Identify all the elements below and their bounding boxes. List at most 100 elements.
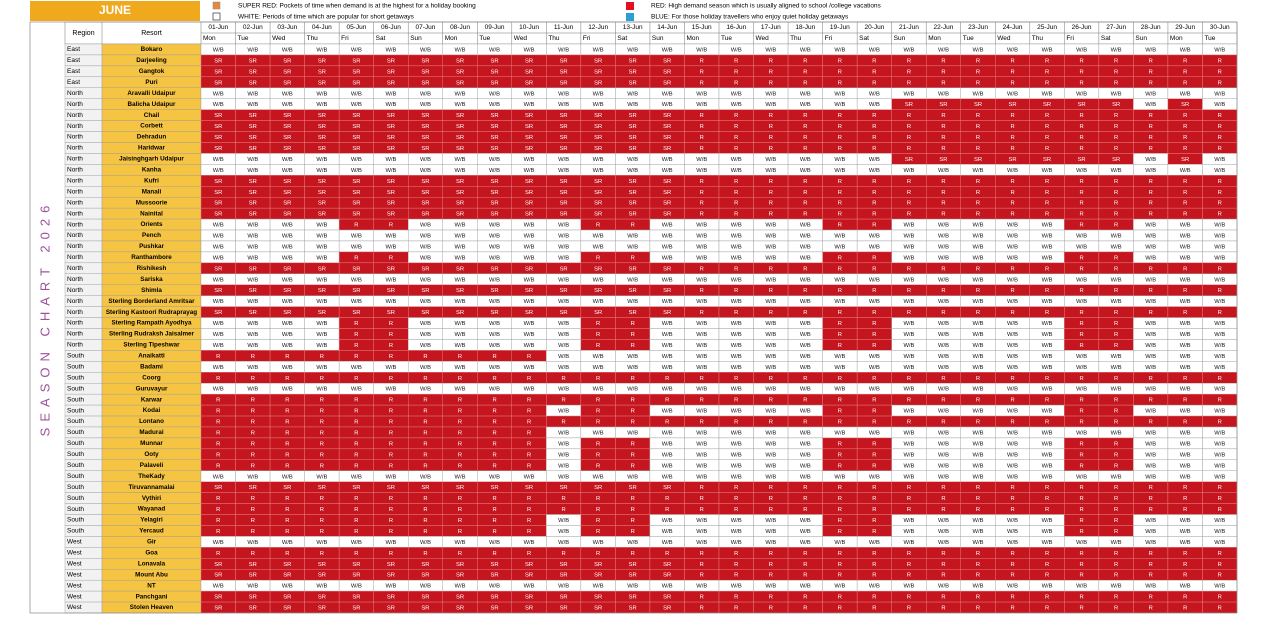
day-value: W/B: [282, 102, 293, 108]
day-value: W/B: [489, 387, 500, 393]
day-value: SR: [318, 595, 326, 601]
day-value: SR: [421, 212, 429, 218]
day-value: W/B: [558, 474, 569, 480]
day-value: SR: [387, 190, 395, 196]
day-value: R: [1010, 573, 1014, 579]
day-value: R: [1010, 420, 1014, 426]
day-value: W/B: [1214, 168, 1225, 174]
day-value: W/B: [903, 299, 914, 305]
day-value: R: [1114, 80, 1118, 86]
day-value: R: [976, 595, 980, 601]
day-value: W/B: [834, 157, 845, 163]
day-value: W/B: [627, 430, 638, 436]
day-value: R: [838, 518, 842, 524]
day-value: R: [838, 58, 842, 64]
day-value: W/B: [1214, 102, 1225, 108]
day-value: W/B: [1180, 354, 1191, 360]
day-value: W/B: [834, 365, 845, 371]
weekday-header: Thu: [1032, 35, 1044, 42]
day-value: R: [734, 179, 738, 185]
day-value: R: [631, 420, 635, 426]
day-value: R: [423, 518, 427, 524]
day-value: W/B: [973, 540, 984, 546]
resort-label: Anaikatti: [138, 353, 165, 360]
day-value: R: [1010, 58, 1014, 64]
region-label: North: [67, 309, 83, 316]
region-label: South: [67, 451, 84, 458]
day-value: W/B: [1214, 529, 1225, 535]
day-value: R: [354, 463, 358, 469]
day-value: R: [769, 420, 773, 426]
day-value: W/B: [1180, 277, 1191, 283]
day-value: W/B: [385, 584, 396, 590]
day-value: W/B: [524, 321, 535, 327]
day-value: R: [631, 507, 635, 513]
day-value: W/B: [938, 48, 949, 54]
day-value: W/B: [800, 299, 811, 305]
day-value: W/B: [420, 102, 431, 108]
day-value: W/B: [247, 48, 258, 54]
day-value: R: [1183, 179, 1187, 185]
day-value: W/B: [627, 234, 638, 240]
day-value: SR: [214, 179, 222, 185]
day-value: R: [631, 529, 635, 535]
day-value: R: [1149, 266, 1153, 272]
day-value: R: [1183, 573, 1187, 579]
day-value: W/B: [765, 48, 776, 54]
day-value: W/B: [765, 157, 776, 163]
day-value: R: [803, 179, 807, 185]
day-value: R: [1149, 606, 1153, 612]
day-value: R: [872, 343, 876, 349]
day-value: W/B: [1042, 168, 1053, 174]
day-value: R: [907, 288, 911, 294]
day-value: R: [700, 179, 704, 185]
day-value: W/B: [420, 540, 431, 546]
date-header: 10-Jun: [519, 24, 539, 31]
day-value: W/B: [1042, 430, 1053, 436]
day-value: R: [423, 441, 427, 447]
day-value: R: [700, 562, 704, 568]
resort-label: Sterling Rampath Ayodhya: [111, 320, 192, 327]
day-value: SR: [525, 595, 533, 601]
day-value: W/B: [558, 409, 569, 415]
day-value: SR: [318, 266, 326, 272]
day-value: R: [872, 496, 876, 502]
day-value: W/B: [316, 584, 327, 590]
day-value: W/B: [282, 48, 293, 54]
day-value: W/B: [800, 91, 811, 97]
day-value: W/B: [420, 244, 431, 250]
day-value: W/B: [593, 48, 604, 54]
day-value: W/B: [869, 430, 880, 436]
day-value: W/B: [282, 343, 293, 349]
day-value: W/B: [696, 48, 707, 54]
day-value: SR: [456, 310, 464, 316]
day-value: SR: [663, 69, 671, 75]
day-value: W/B: [973, 48, 984, 54]
day-value: W/B: [1076, 48, 1087, 54]
day-value: W/B: [1214, 387, 1225, 393]
day-value: W/B: [765, 332, 776, 338]
day-value: R: [941, 266, 945, 272]
day-value: R: [941, 573, 945, 579]
date-header: 16-Jun: [726, 24, 746, 31]
day-value: W/B: [1007, 387, 1018, 393]
weekday-header: Thu: [790, 35, 802, 42]
day-value: W/B: [282, 223, 293, 229]
day-value: W/B: [1145, 48, 1156, 54]
day-value: W/B: [489, 255, 500, 261]
day-value: R: [1218, 595, 1222, 601]
legend-text: SUPER RED: Pockets of time when demand i…: [238, 3, 476, 10]
day-value: R: [354, 507, 358, 513]
day-value: W/B: [489, 102, 500, 108]
day-value: W/B: [489, 157, 500, 163]
day-value: W/B: [316, 102, 327, 108]
day-value: W/B: [524, 299, 535, 305]
day-value: W/B: [213, 321, 224, 327]
day-value: R: [458, 398, 462, 404]
day-value: R: [976, 135, 980, 141]
day-value: W/B: [455, 277, 466, 283]
day-value: W/B: [1214, 234, 1225, 240]
day-value: W/B: [351, 474, 362, 480]
date-header: 09-Jun: [485, 24, 505, 31]
day-value: R: [1045, 266, 1049, 272]
